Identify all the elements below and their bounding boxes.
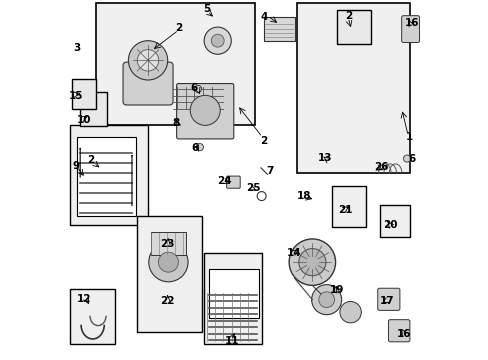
Circle shape — [196, 144, 203, 151]
FancyBboxPatch shape — [401, 16, 419, 42]
Circle shape — [194, 85, 201, 93]
Circle shape — [148, 243, 188, 282]
Text: 3: 3 — [73, 43, 80, 53]
Text: 26: 26 — [373, 162, 387, 172]
Bar — [380, 205, 408, 237]
Text: 10: 10 — [76, 115, 91, 125]
Text: 17: 17 — [379, 296, 394, 306]
Bar — [337, 10, 370, 44]
Circle shape — [158, 252, 178, 272]
Circle shape — [190, 95, 220, 125]
FancyArrowPatch shape — [260, 168, 267, 175]
Text: 21: 21 — [337, 205, 352, 215]
FancyBboxPatch shape — [226, 176, 240, 188]
Circle shape — [318, 292, 334, 307]
Text: 13: 13 — [317, 153, 332, 163]
Bar — [297, 3, 409, 173]
Bar — [331, 186, 365, 227]
Text: 2: 2 — [345, 11, 352, 21]
Bar — [70, 289, 115, 344]
Text: 25: 25 — [246, 183, 261, 193]
Text: 2: 2 — [260, 136, 267, 146]
Text: 14: 14 — [286, 248, 301, 258]
Circle shape — [203, 27, 231, 54]
Text: 5: 5 — [203, 4, 210, 14]
Circle shape — [311, 285, 341, 315]
Circle shape — [137, 50, 159, 71]
Text: 24: 24 — [217, 176, 232, 186]
Text: 2: 2 — [174, 23, 182, 33]
Circle shape — [339, 301, 361, 323]
Bar — [208, 269, 258, 318]
Bar — [136, 216, 202, 332]
Circle shape — [211, 34, 224, 47]
Bar — [72, 79, 95, 109]
Circle shape — [298, 249, 325, 276]
Text: 6: 6 — [407, 154, 414, 164]
Circle shape — [288, 239, 335, 285]
Bar — [77, 137, 136, 216]
Text: 4: 4 — [260, 13, 267, 22]
Text: 18: 18 — [297, 191, 311, 201]
Text: 12: 12 — [77, 294, 92, 303]
Bar — [70, 125, 148, 225]
Text: 19: 19 — [329, 285, 343, 295]
Text: 22: 22 — [160, 296, 174, 306]
Text: 8: 8 — [172, 118, 179, 128]
Text: 9: 9 — [72, 161, 79, 171]
Bar — [264, 18, 294, 41]
FancyBboxPatch shape — [123, 62, 173, 105]
Circle shape — [403, 155, 410, 162]
Text: 23: 23 — [160, 239, 174, 249]
Bar — [150, 232, 186, 255]
Text: 15: 15 — [68, 91, 83, 101]
Text: 1: 1 — [405, 132, 412, 142]
FancyBboxPatch shape — [176, 84, 233, 139]
Bar — [204, 253, 261, 344]
Bar — [80, 93, 107, 126]
Text: 2: 2 — [87, 156, 94, 165]
Text: 7: 7 — [265, 166, 273, 176]
Text: 16: 16 — [405, 18, 419, 28]
Text: 16: 16 — [396, 329, 411, 339]
Text: 20: 20 — [382, 220, 397, 230]
Text: 11: 11 — [224, 337, 239, 346]
Bar — [96, 3, 255, 125]
Circle shape — [128, 41, 167, 80]
FancyArrowPatch shape — [80, 148, 81, 177]
FancyBboxPatch shape — [387, 320, 409, 342]
Text: 6: 6 — [191, 143, 199, 153]
FancyArrowPatch shape — [131, 156, 132, 206]
Text: 6: 6 — [190, 83, 198, 93]
FancyBboxPatch shape — [377, 288, 399, 310]
